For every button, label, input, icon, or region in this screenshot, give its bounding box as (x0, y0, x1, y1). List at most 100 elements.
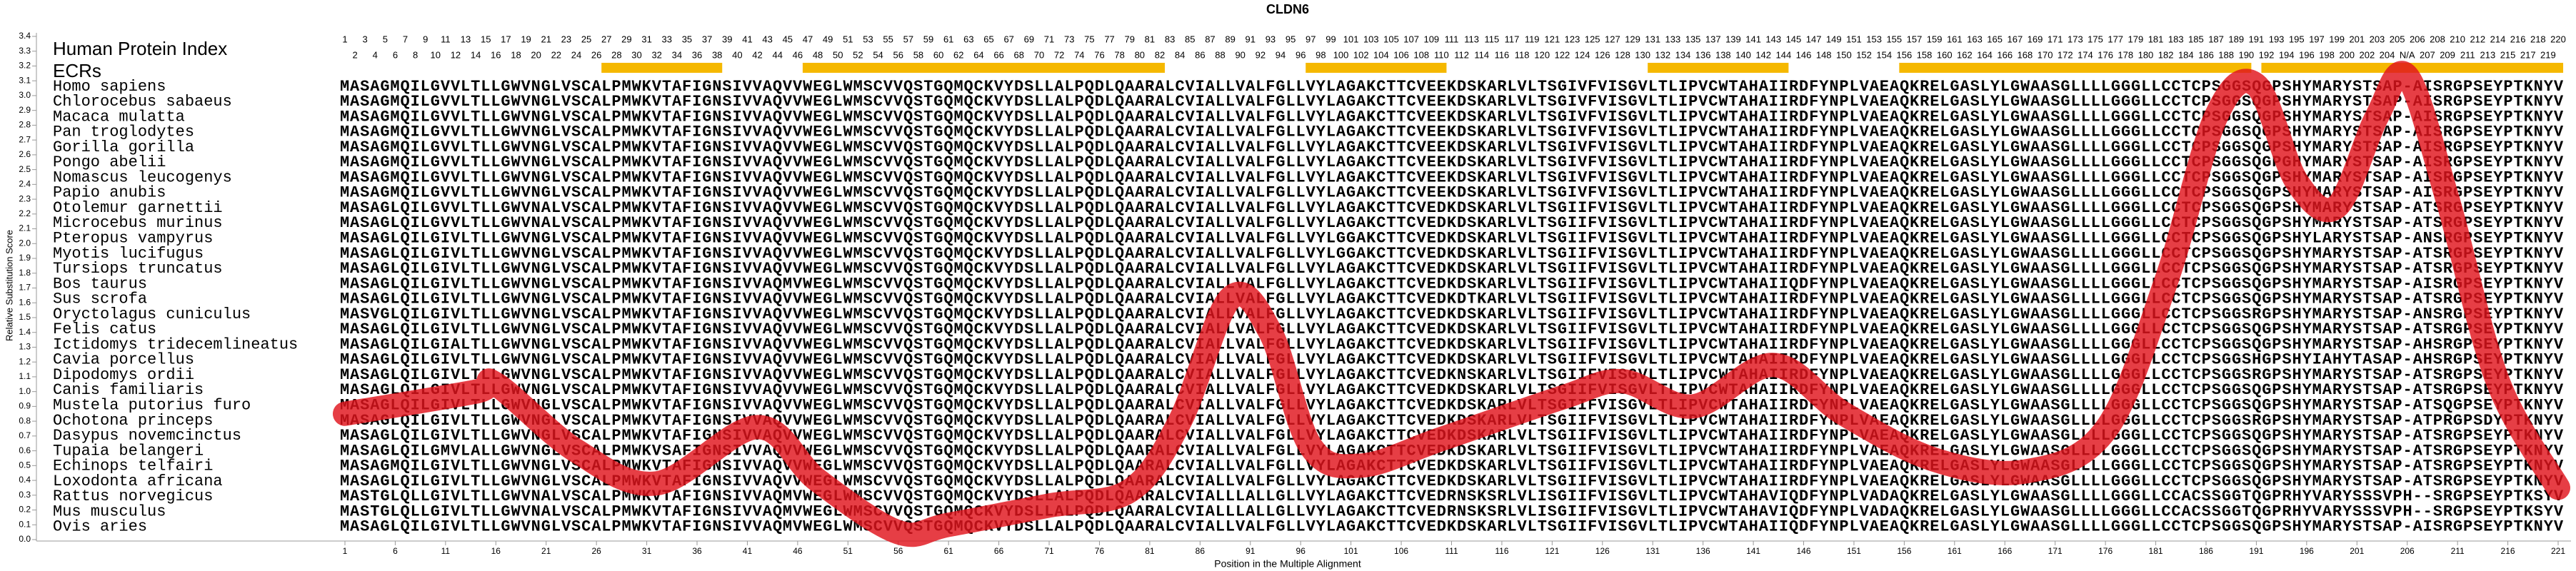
index-label: 43 (762, 34, 772, 44)
x-tick-label: 61 (944, 546, 954, 556)
index-label: 103 (1363, 34, 1379, 44)
ecr-bar (1044, 63, 1166, 73)
index-label: 147 (1806, 34, 1822, 44)
index-label: 171 (2048, 34, 2063, 44)
species-name: Otolemur garnettii (53, 199, 223, 217)
index-label: 150 (1836, 49, 1852, 60)
index-label: 100 (1333, 49, 1349, 60)
y-tick-label: 1.2 (19, 356, 31, 366)
index-label: 95 (1286, 34, 1295, 44)
index-label: 25 (581, 34, 591, 44)
index-label: 173 (2068, 34, 2083, 44)
index-label: 89 (1225, 34, 1235, 44)
species-name: Ictidomys tridecemlineatus (53, 335, 298, 353)
index-label: 177 (2108, 34, 2123, 44)
index-label: 151 (1846, 34, 1862, 44)
index-label: 168 (2018, 49, 2033, 60)
y-tick-label: 0.5 (19, 460, 31, 470)
index-label: 133 (1665, 34, 1681, 44)
index-label: 120 (1534, 49, 1550, 60)
index-label: 119 (1525, 34, 1540, 44)
y-tick-label: 1.5 (19, 312, 31, 322)
x-tick-label: 81 (1145, 546, 1155, 556)
index-label: 46 (793, 49, 803, 60)
index-label: 215 (2500, 49, 2516, 60)
index-label: 182 (2158, 49, 2174, 60)
index-label: 65 (983, 34, 993, 44)
index-label: 178 (2118, 49, 2133, 60)
y-tick-label: 0.2 (19, 505, 31, 515)
species-name: Ochotona princeps (53, 412, 213, 430)
y-tick-label: 0.1 (19, 519, 31, 529)
index-label: 109 (1423, 34, 1439, 44)
index-label: 93 (1266, 34, 1276, 44)
index-label: 90 (1235, 49, 1245, 60)
index-label: 167 (2007, 34, 2023, 44)
sequence: MASAGLQILGIVLTLLGWVNGLVSCALPMWKVTAFIGNSI… (340, 473, 2564, 490)
sequence: MASAGLQILGIVLTLLGWVNGLVSCALPMWKVTAFIGNSI… (340, 260, 2564, 278)
index-label: 101 (1343, 34, 1359, 44)
index-label: 145 (1786, 34, 1802, 44)
index-label: 2 (352, 49, 357, 60)
index-label: 205 (2390, 34, 2405, 44)
y-tick-label: 2.5 (19, 164, 31, 174)
index-label: 165 (1987, 34, 2003, 44)
index-label: 49 (823, 34, 833, 44)
index-label: 96 (1295, 49, 1305, 60)
index-label: 124 (1575, 49, 1590, 60)
y-tick-label: 1.0 (19, 386, 31, 396)
index-label: 32 (651, 49, 661, 60)
index-label: 122 (1555, 49, 1570, 60)
species-name: Nomascus leucogenys (53, 168, 232, 186)
index-label: 134 (1675, 49, 1691, 60)
index-label: 61 (943, 34, 953, 44)
index-label: 3 (363, 34, 368, 44)
index-label: 115 (1484, 34, 1499, 44)
index-label: 9 (423, 34, 428, 44)
y-tick-label: 1.4 (19, 327, 31, 337)
index-label: 6 (393, 49, 398, 60)
species-name: Gorilla gorilla (53, 138, 194, 156)
index-label: 33 (662, 34, 672, 44)
index-label: 52 (853, 49, 863, 60)
index-label: 141 (1745, 34, 1761, 44)
index-label: 23 (561, 34, 571, 44)
y-tick-label: 2.4 (19, 179, 31, 189)
index-label: 112 (1454, 49, 1469, 60)
species-name: Tursiops truncatus (53, 260, 223, 278)
index-label: 50 (833, 49, 843, 60)
sequence: MASTGLQLLGIVLTLLGWVNALVSCALPMWKVTAFIGNSI… (340, 487, 2564, 505)
index-label: 27 (601, 34, 611, 44)
index-label: 123 (1565, 34, 1580, 44)
index-label: 195 (2289, 34, 2305, 44)
index-label: 74 (1074, 49, 1084, 60)
index-label: 175 (2088, 34, 2103, 44)
index-label: 5 (383, 34, 388, 44)
index-label: 66 (993, 49, 1003, 60)
index-label: 158 (1917, 49, 1933, 60)
index-label: 179 (2128, 34, 2144, 44)
x-tick-label: 86 (1196, 546, 1206, 556)
y-tick-label: 0.8 (19, 415, 31, 425)
index-label: 51 (843, 34, 853, 44)
index-label: 108 (1413, 49, 1429, 60)
index-label: 183 (2168, 34, 2184, 44)
y-tick-label: 1.9 (19, 253, 31, 263)
index-label: 110 (1434, 49, 1449, 60)
index-label: 129 (1625, 34, 1640, 44)
index-label: 40 (732, 49, 742, 60)
sequence: MASAGLQILGIVLTLLGWVNGLVSCALPMWKVTAFIGNSI… (340, 518, 2564, 536)
index-label: 44 (772, 49, 782, 60)
y-tick-label: 1.3 (19, 342, 31, 352)
index-label: 206 (2410, 34, 2425, 44)
x-tick-label: 151 (1847, 546, 1861, 556)
x-tick-label: 186 (2199, 546, 2213, 556)
x-tick-label: 36 (692, 546, 702, 556)
index-label: 199 (2329, 34, 2345, 44)
index-label: 71 (1044, 34, 1054, 44)
y-tick-label: 3.3 (19, 46, 31, 56)
x-tick-label: 51 (843, 546, 853, 556)
sequence: MASAGMQILGVVLTLLGWVNGLVSCALPMWKVTAFIGNSI… (340, 93, 2564, 111)
index-label: 82 (1155, 49, 1165, 60)
x-tick-label: 91 (1246, 546, 1256, 556)
